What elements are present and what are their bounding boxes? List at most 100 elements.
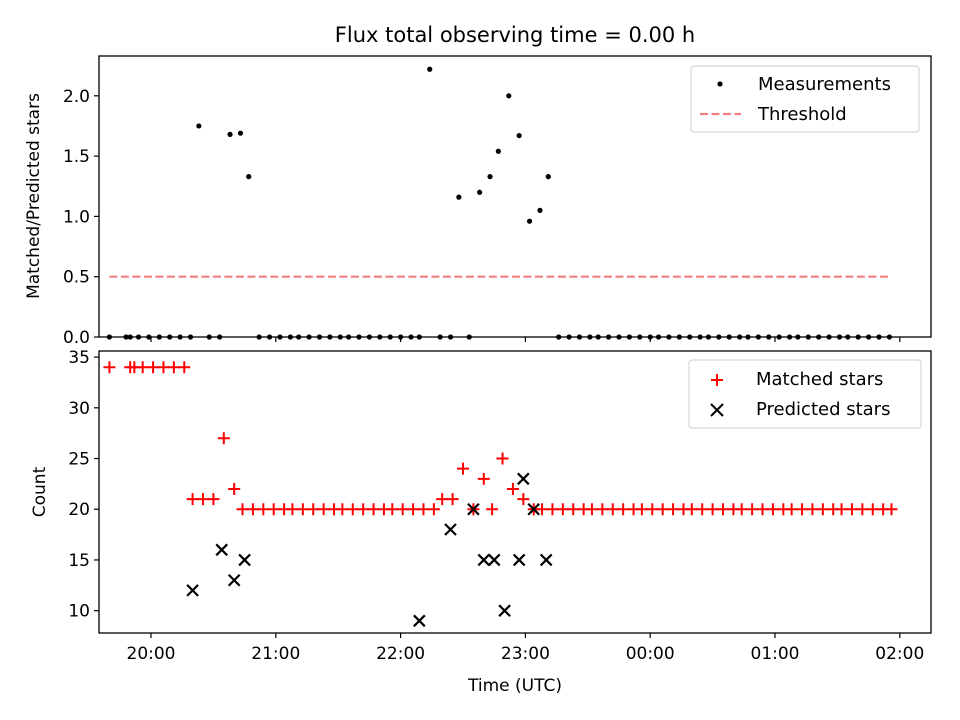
top-ytick-label: 1.5 [63, 147, 90, 167]
bottom-xtick-label: 00:00 [626, 644, 675, 664]
matched-star-point [845, 503, 858, 516]
matched-star-point [517, 493, 530, 506]
measurement-point [456, 194, 462, 200]
predicted-star-point [467, 502, 480, 516]
bottom-xlabel: Time (UTC) [467, 676, 562, 696]
bottom-ytick-label: 15 [68, 551, 90, 571]
matched-star-point [103, 361, 116, 374]
top-ytick-label: 0.0 [63, 328, 90, 348]
matched-star-point [427, 503, 440, 516]
matched-star-point [147, 361, 160, 374]
legend-measurements-label: Measurements [758, 74, 891, 95]
matched-star-point [286, 503, 299, 516]
matched-star-point [506, 482, 519, 495]
matched-star-point [785, 503, 798, 516]
matched-star-point [766, 503, 779, 516]
matched-star-point [457, 462, 469, 475]
matched-star-point [367, 503, 380, 516]
legend-predicted-label: Predicted stars [756, 399, 890, 420]
bottom-xtick-label: 02:00 [875, 644, 924, 664]
matched-star-point [317, 503, 330, 516]
bottom-ytick-label: 30 [68, 399, 90, 419]
measurement-point [237, 130, 244, 136]
matched-star-point [885, 503, 898, 516]
top-legend: Measurements Threshold [690, 65, 920, 133]
matched-star-point [735, 503, 748, 516]
matched-star-point [446, 493, 459, 506]
predicted-star-point [539, 553, 553, 567]
bottom-ytick-label: 20 [68, 500, 90, 520]
predicted-star-point [238, 553, 251, 567]
bottom-xaxis: 20:00 21:00 22:00 23:00 00:00 01:00 02:00 [127, 633, 924, 664]
measurement-point [526, 218, 533, 224]
matched-star-point [546, 503, 559, 516]
matched-star-point [296, 503, 309, 516]
legend-threshold-label: Threshold [757, 104, 847, 125]
predicted-star-point [413, 614, 426, 628]
predicted-star-point [444, 523, 457, 536]
matched-star-point [756, 503, 769, 516]
matched-star-point [357, 503, 370, 516]
matched-star-point [186, 493, 199, 506]
matched-star-point [257, 503, 270, 516]
top-ytick-label: 1.0 [63, 207, 90, 227]
matched-star-point [596, 503, 609, 516]
bottom-legend-box [688, 359, 922, 429]
measurement-point [246, 174, 252, 180]
matched-star-point [496, 452, 509, 465]
matched-star-point [606, 503, 619, 516]
matched-star-point [667, 503, 680, 516]
matched-star-point [656, 503, 669, 516]
matched-star-point [556, 503, 569, 516]
measurement-point [487, 174, 493, 180]
matched-star-point [336, 503, 349, 516]
legend-predicted-marker [710, 403, 724, 417]
matched-star-point [646, 503, 659, 516]
measurement-point [537, 207, 543, 213]
measurement-point [427, 66, 433, 72]
figure-title: Flux total observing time = 0.00 h [335, 23, 695, 47]
top-ytick-label: 0.5 [63, 268, 90, 288]
matched-star-point [536, 503, 549, 516]
top-legend-box [690, 65, 920, 133]
matched-star-point [386, 503, 399, 516]
matched-star-point [207, 493, 220, 506]
bottom-matched-layer [103, 361, 898, 516]
bottom-xtick-label: 21:00 [251, 644, 300, 664]
bottom-xtick-label: 23:00 [501, 644, 550, 664]
predicted-star-point [227, 573, 241, 587]
measurement-point [196, 123, 202, 129]
predicted-star-point [498, 604, 511, 617]
matched-star-point [717, 503, 729, 516]
matched-star-point [816, 503, 829, 516]
matched-star-point [635, 503, 648, 516]
matched-star-point [486, 503, 499, 516]
matched-star-point [346, 503, 359, 516]
matched-star-point [806, 503, 819, 516]
matched-star-point [307, 503, 320, 516]
matched-star-point [197, 493, 209, 506]
predicted-star-point [517, 472, 530, 486]
matched-star-point [567, 503, 580, 516]
top-ylabel: Matched/Predicted stars [24, 93, 44, 299]
bottom-xtick-label: 22:00 [376, 644, 425, 664]
bottom-xtick-label: 01:00 [751, 644, 800, 664]
bottom-predicted-layer [186, 472, 553, 628]
top-xaxis [150, 337, 901, 342]
predicted-star-point [186, 584, 199, 597]
legend-matched-label: Matched stars [756, 369, 883, 390]
matched-star-point [167, 361, 180, 374]
predicted-star-point [527, 502, 540, 516]
bottom-ytick-label: 10 [68, 602, 90, 622]
predicted-star-point [215, 543, 228, 557]
bottom-frame [98, 350, 932, 634]
measurement-point [495, 148, 501, 154]
measurement-point [506, 93, 512, 99]
legend-matched-marker [711, 374, 723, 386]
matched-star-point [217, 432, 230, 445]
measurement-point [477, 189, 483, 195]
bottom-ytick-label: 35 [68, 348, 90, 368]
top-ytick-label: 2.0 [63, 87, 90, 107]
matched-star-point [407, 503, 420, 516]
